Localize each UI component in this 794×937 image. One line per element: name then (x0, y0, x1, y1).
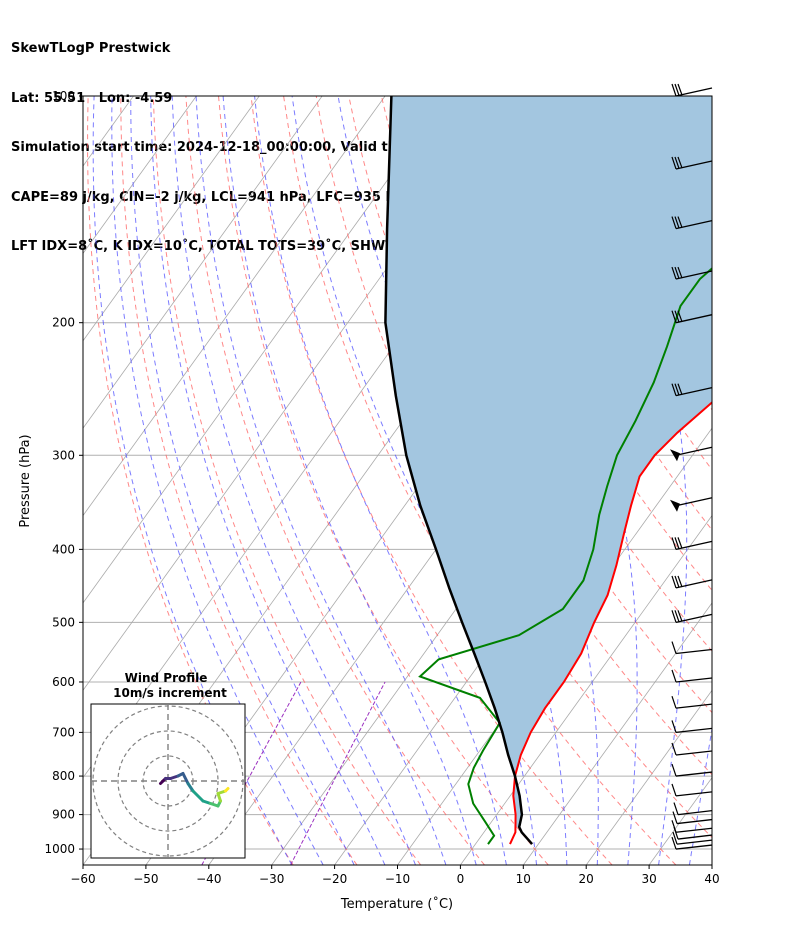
hodograph-trace (186, 782, 195, 793)
dry-adiabat (87, 96, 294, 865)
dewpoint-profile (418, 267, 712, 845)
x-tick-label: 10 (516, 872, 531, 886)
moist-adiabat (720, 96, 794, 865)
wind-barb (670, 497, 713, 512)
x-axis-label: Temperature (˚C) (340, 896, 453, 912)
moist-adiabat (195, 96, 447, 865)
isotherm (0, 96, 8, 865)
y-tick-label: 100 (52, 89, 75, 103)
y-tick-label: 1000 (44, 842, 75, 856)
temperature-profile (509, 401, 712, 845)
wind-barb (671, 383, 713, 397)
dry-adiabat (250, 96, 613, 865)
dry-adiabat (740, 96, 794, 865)
wind-barb (671, 610, 713, 623)
x-tick-label: 30 (641, 872, 656, 886)
moist-adiabat (254, 96, 507, 865)
parcel-profile (384, 96, 534, 845)
isotherm (0, 96, 71, 865)
wind-barb (673, 802, 713, 816)
wind-barb (671, 641, 713, 655)
x-tick-label: 0 (457, 872, 465, 886)
isotherm (711, 864, 712, 865)
hodograph: Wind Profile 10m/s increment (90, 671, 246, 859)
hodograph-subtitle: 10m/s increment (113, 686, 227, 700)
dry-adiabat (706, 96, 712, 107)
isotherm (522, 602, 712, 865)
wind-barb (671, 742, 713, 756)
wind-barb (671, 156, 713, 170)
mixing-ratio-line (290, 681, 386, 865)
isotherm (83, 96, 260, 342)
wind-barb (671, 820, 713, 833)
moist-adiabat (222, 96, 477, 865)
isotherm (460, 514, 712, 865)
moist-adiabat (92, 96, 293, 865)
isotherm (83, 96, 386, 517)
wind-barb (671, 836, 713, 850)
hodograph-title: Wind Profile (125, 671, 208, 685)
wind-barb (671, 695, 713, 709)
moist-adiabat (688, 96, 712, 865)
y-tick-label: 800 (52, 769, 75, 783)
isotherm (83, 96, 323, 429)
x-tick-label: 20 (579, 872, 594, 886)
x-tick-label: −50 (133, 872, 158, 886)
wind-barb (671, 266, 713, 280)
x-tick-label: −10 (385, 872, 410, 886)
hodograph-ring (117, 730, 219, 832)
moist-adiabat (150, 96, 386, 865)
isotherm (83, 96, 449, 604)
wind-barb (671, 216, 713, 230)
y-tick-label: 300 (52, 448, 75, 462)
cape-shading (385, 96, 712, 828)
dry-adiabat (218, 96, 549, 865)
wind-barb (671, 575, 713, 589)
dry-adiabat (185, 96, 485, 865)
y-tick-label: 700 (52, 725, 75, 739)
wind-barb (671, 310, 713, 324)
dry-adiabat (772, 96, 794, 865)
x-tick-label: −20 (322, 872, 347, 886)
wind-barb (671, 783, 713, 797)
moist-adiabat (171, 96, 416, 865)
x-tick-label: −30 (259, 872, 284, 886)
moist-adiabat (130, 96, 355, 865)
y-tick-label: 900 (52, 808, 75, 822)
x-tick-label: −60 (70, 872, 95, 886)
x-tick-label: 40 (704, 872, 719, 886)
hodograph-trace (181, 772, 190, 785)
isotherm (585, 689, 712, 865)
hodograph-trace (191, 789, 205, 803)
y-tick-label: 600 (52, 675, 75, 689)
dry-adiabat (152, 96, 422, 865)
location-line: Lat: 55.51 Lon: -4.59 (11, 90, 173, 106)
y-tick-label: 200 (52, 316, 75, 330)
x-tick-label: −40 (196, 872, 221, 886)
wind-barb (671, 763, 713, 777)
hodograph-trace (224, 787, 230, 793)
wind-barb (670, 446, 713, 462)
wind-barb (671, 83, 713, 97)
y-tick-label: 400 (52, 542, 75, 556)
isotherm (397, 427, 712, 865)
wind-barb (671, 720, 713, 734)
y-tick-label: 500 (52, 615, 75, 629)
dry-adiabat (120, 96, 358, 865)
wind-barb (671, 537, 713, 551)
isotherm (83, 96, 197, 255)
y-axis-label: Pressure (hPa) (18, 434, 33, 527)
wind-barb (672, 811, 713, 825)
wind-barb (671, 669, 713, 683)
moist-adiabat (111, 96, 324, 865)
chart-title: SkewTLogP Prestwick (11, 41, 171, 56)
wind-barb (672, 831, 713, 845)
